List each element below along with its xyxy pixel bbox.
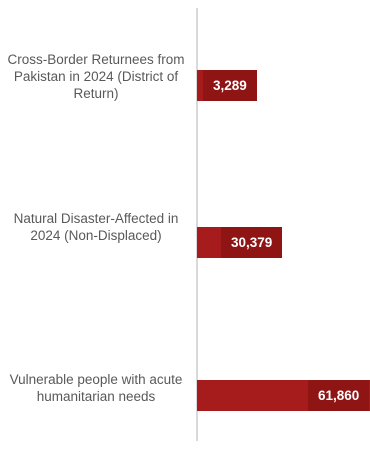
bar-0 <box>197 70 207 101</box>
value-label-2: 61,860 <box>308 380 370 411</box>
category-label-1: Natural Disaster-Affected in 2024 (Non-D… <box>13 211 179 243</box>
category-axis-line <box>196 8 198 441</box>
category-label-2: Vulnerable people with acute humanitaria… <box>9 372 183 404</box>
category-label-0: Cross-Border Returnees from Pakistan in … <box>7 52 185 101</box>
value-label-0: 3,289 <box>203 70 257 101</box>
value-label-1: 30,379 <box>220 227 283 258</box>
